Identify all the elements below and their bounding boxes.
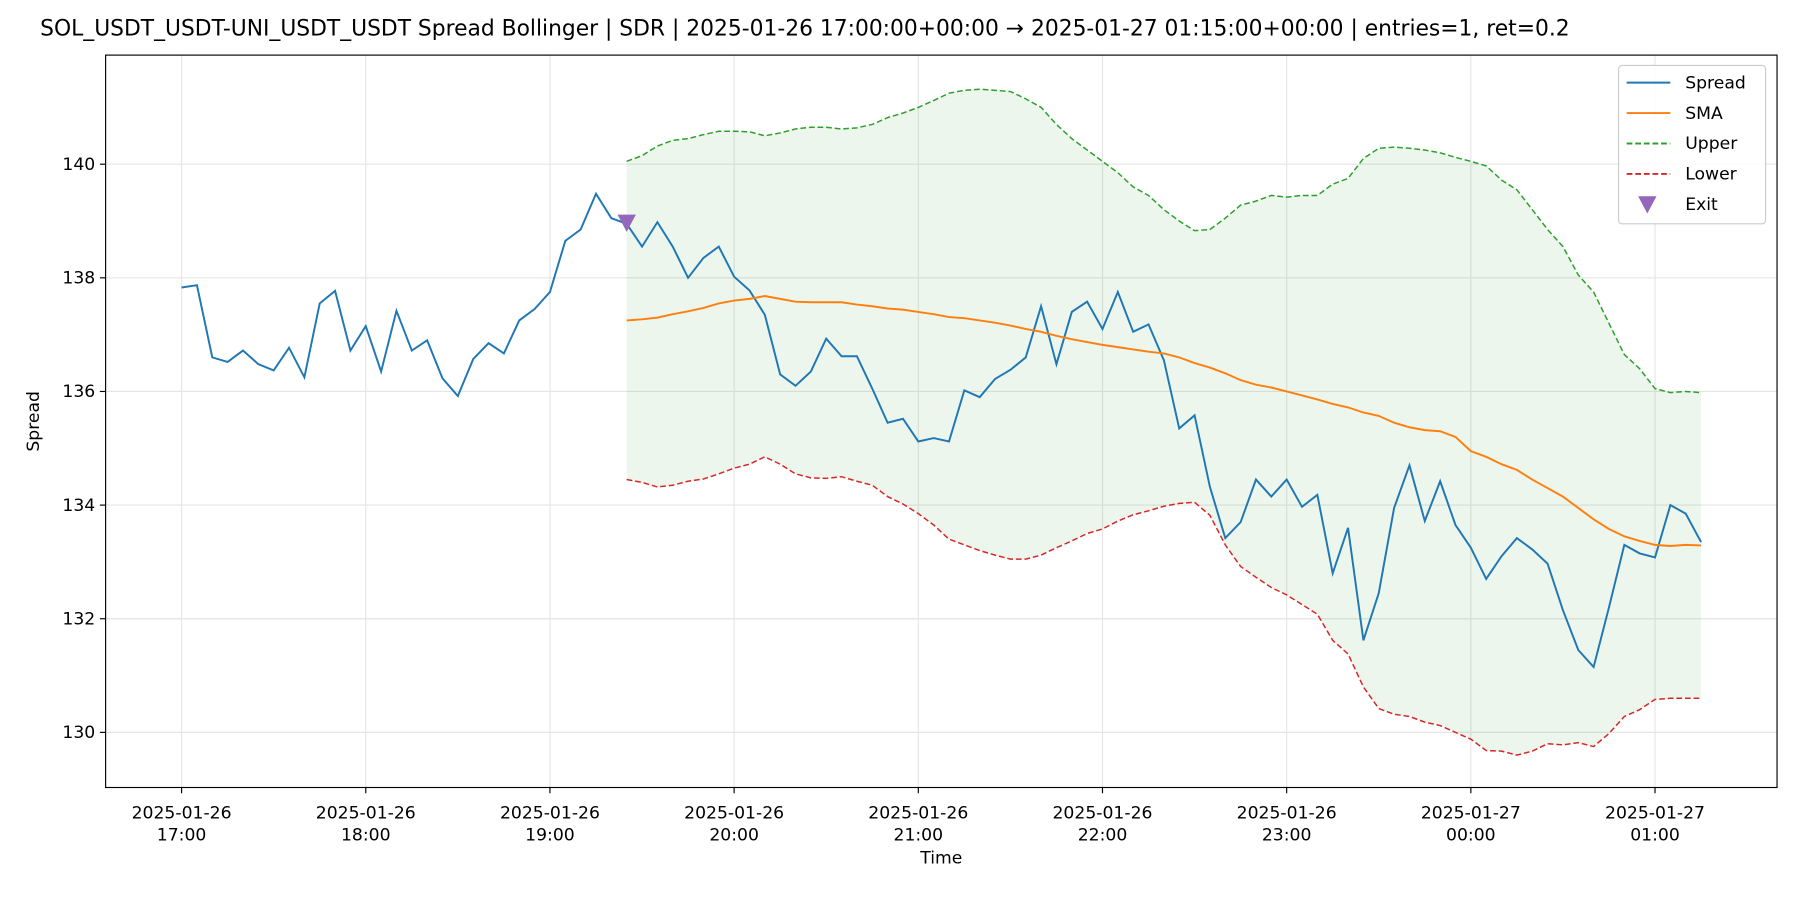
legend-label: Spread <box>1685 73 1746 93</box>
x-tick-label: 2025-01-27 00:00 <box>1421 803 1521 845</box>
y-tick-label: 138 <box>62 269 95 289</box>
y-axis-label: Spread <box>24 391 44 452</box>
legend-label: Lower <box>1685 165 1737 185</box>
legend-label: Upper <box>1685 134 1738 154</box>
series-line <box>626 455 1702 756</box>
x-tick-label: 2025-01-26 21:00 <box>868 803 968 845</box>
x-tick-label: 2025-01-26 17:00 <box>132 803 232 845</box>
legend-marker <box>1638 196 1657 214</box>
chart-title: SOL_USDT_USDT-UNI_USDT_USDT Spread Bolli… <box>40 17 1569 42</box>
y-tick-label: 132 <box>62 609 95 629</box>
band-fill <box>626 89 1702 756</box>
legend-label: SMA <box>1685 104 1723 124</box>
x-tick-label: 2025-01-26 18:00 <box>316 803 416 845</box>
y-tick-label: 136 <box>62 382 95 402</box>
x-tick-label: 2025-01-26 19:00 <box>500 803 600 845</box>
x-tick-label: 2025-01-26 20:00 <box>684 803 784 845</box>
series-line <box>181 191 1702 670</box>
y-tick-label: 134 <box>62 496 95 516</box>
legend-label: Exit <box>1685 195 1718 215</box>
x-tick-label: 2025-01-26 23:00 <box>1237 803 1337 845</box>
exit-marker <box>617 214 636 232</box>
y-tick-label: 130 <box>62 723 95 743</box>
x-tick-label: 2025-01-26 22:00 <box>1052 803 1152 845</box>
plot-frame <box>105 54 1778 789</box>
series-line <box>626 88 1702 394</box>
legend-box <box>1618 64 1767 225</box>
x-tick-label: 2025-01-27 01:00 <box>1605 803 1705 845</box>
series-line <box>626 295 1702 547</box>
x-axis-label: Time <box>919 848 962 868</box>
y-tick-label: 140 <box>62 155 95 175</box>
